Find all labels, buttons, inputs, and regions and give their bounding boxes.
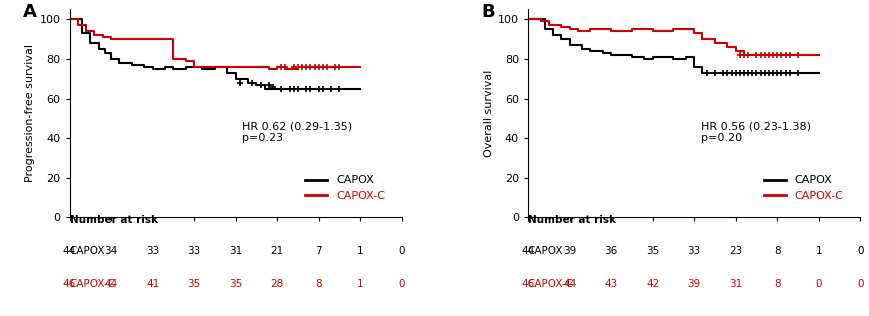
- Text: 0: 0: [857, 279, 864, 289]
- Text: 35: 35: [229, 279, 242, 289]
- Text: 42: 42: [646, 279, 660, 289]
- Text: CAPOX: CAPOX: [527, 246, 563, 256]
- Text: Number at risk: Number at risk: [528, 215, 616, 225]
- Text: 33: 33: [146, 246, 159, 256]
- Text: 36: 36: [605, 246, 618, 256]
- Text: 7: 7: [315, 246, 322, 256]
- Text: 46: 46: [521, 279, 534, 289]
- Text: 41: 41: [146, 279, 159, 289]
- Text: 8: 8: [774, 279, 780, 289]
- Text: 39: 39: [687, 279, 700, 289]
- Text: 44: 44: [563, 279, 576, 289]
- Text: HR 0.56 (0.23-1.38)
p=0.20: HR 0.56 (0.23-1.38) p=0.20: [700, 122, 811, 143]
- Text: 8: 8: [315, 279, 322, 289]
- Legend: CAPOX, CAPOX-C: CAPOX, CAPOX-C: [301, 171, 389, 205]
- Text: 31: 31: [729, 279, 742, 289]
- Text: 43: 43: [605, 279, 618, 289]
- Text: 1: 1: [357, 279, 363, 289]
- Text: 33: 33: [188, 246, 201, 256]
- Text: 0: 0: [857, 246, 864, 256]
- Text: 46: 46: [63, 279, 76, 289]
- Text: CAPOX-C: CAPOX-C: [527, 279, 574, 289]
- Text: 1: 1: [815, 246, 822, 256]
- Text: 33: 33: [687, 246, 700, 256]
- Text: 8: 8: [774, 246, 780, 256]
- Text: 0: 0: [399, 246, 405, 256]
- Text: 31: 31: [229, 246, 242, 256]
- Text: Number at risk: Number at risk: [70, 215, 157, 225]
- Text: CAPOX: CAPOX: [70, 246, 104, 256]
- Text: 0: 0: [815, 279, 822, 289]
- Text: 39: 39: [563, 246, 576, 256]
- Text: 21: 21: [270, 246, 284, 256]
- Text: 0: 0: [399, 279, 405, 289]
- Text: 44: 44: [63, 246, 76, 256]
- Y-axis label: Overall survival: Overall survival: [484, 70, 494, 157]
- Text: 28: 28: [270, 279, 284, 289]
- Text: 35: 35: [646, 246, 660, 256]
- Text: HR 0.62 (0.29-1.35)
p=0.23: HR 0.62 (0.29-1.35) p=0.23: [242, 122, 353, 143]
- Text: 44: 44: [521, 246, 534, 256]
- Text: B: B: [481, 3, 495, 21]
- Text: CAPOX-C: CAPOX-C: [70, 279, 116, 289]
- Y-axis label: Progression-free survival: Progression-free survival: [25, 44, 36, 182]
- Text: 44: 44: [104, 279, 117, 289]
- Text: 1: 1: [357, 246, 363, 256]
- Text: 35: 35: [188, 279, 201, 289]
- Text: 34: 34: [104, 246, 117, 256]
- Legend: CAPOX, CAPOX-C: CAPOX, CAPOX-C: [760, 171, 848, 205]
- Text: A: A: [23, 3, 36, 21]
- Text: 23: 23: [729, 246, 742, 256]
